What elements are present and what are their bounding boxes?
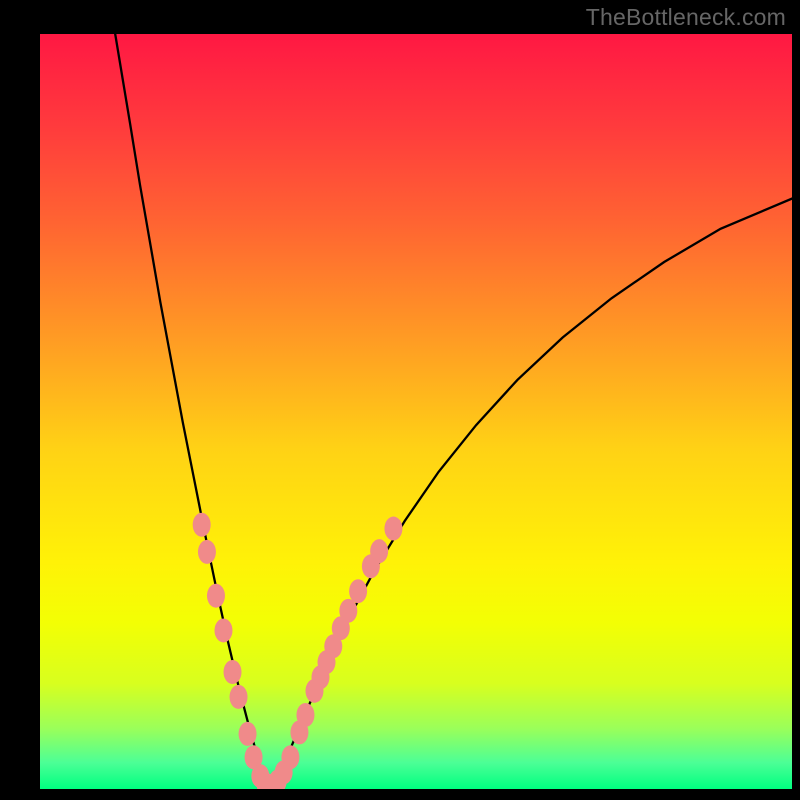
data-marker bbox=[370, 539, 388, 563]
data-marker bbox=[239, 722, 257, 746]
data-marker bbox=[214, 618, 232, 642]
data-marker bbox=[384, 517, 402, 541]
data-marker bbox=[224, 660, 242, 684]
data-marker bbox=[198, 540, 216, 564]
data-marker bbox=[207, 584, 225, 608]
gradient-background bbox=[40, 34, 792, 789]
data-marker bbox=[339, 599, 357, 623]
data-marker bbox=[230, 685, 248, 709]
data-marker bbox=[296, 703, 314, 727]
attribution-text: TheBottleneck.com bbox=[586, 4, 786, 31]
data-marker bbox=[349, 579, 367, 603]
plot-svg bbox=[40, 34, 792, 789]
data-marker bbox=[193, 513, 211, 537]
plot-area bbox=[40, 34, 792, 789]
chart-container: TheBottleneck.com bbox=[0, 0, 800, 800]
data-marker bbox=[281, 745, 299, 769]
